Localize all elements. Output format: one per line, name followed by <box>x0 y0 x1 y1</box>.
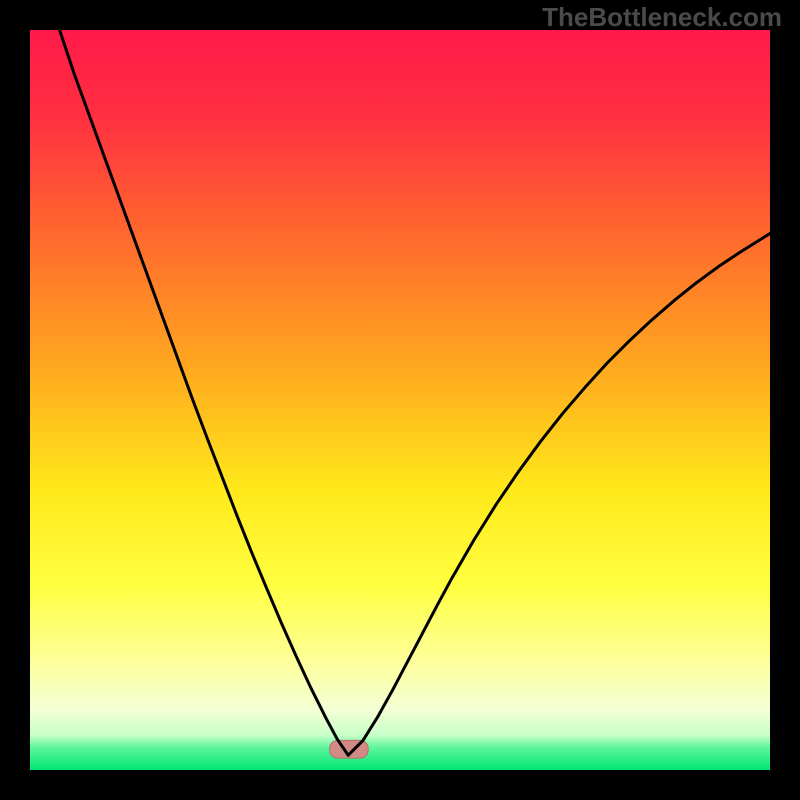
watermark-text: TheBottleneck.com <box>542 2 782 33</box>
chart-svg <box>0 0 800 800</box>
chart-container: TheBottleneck.com <box>0 0 800 800</box>
